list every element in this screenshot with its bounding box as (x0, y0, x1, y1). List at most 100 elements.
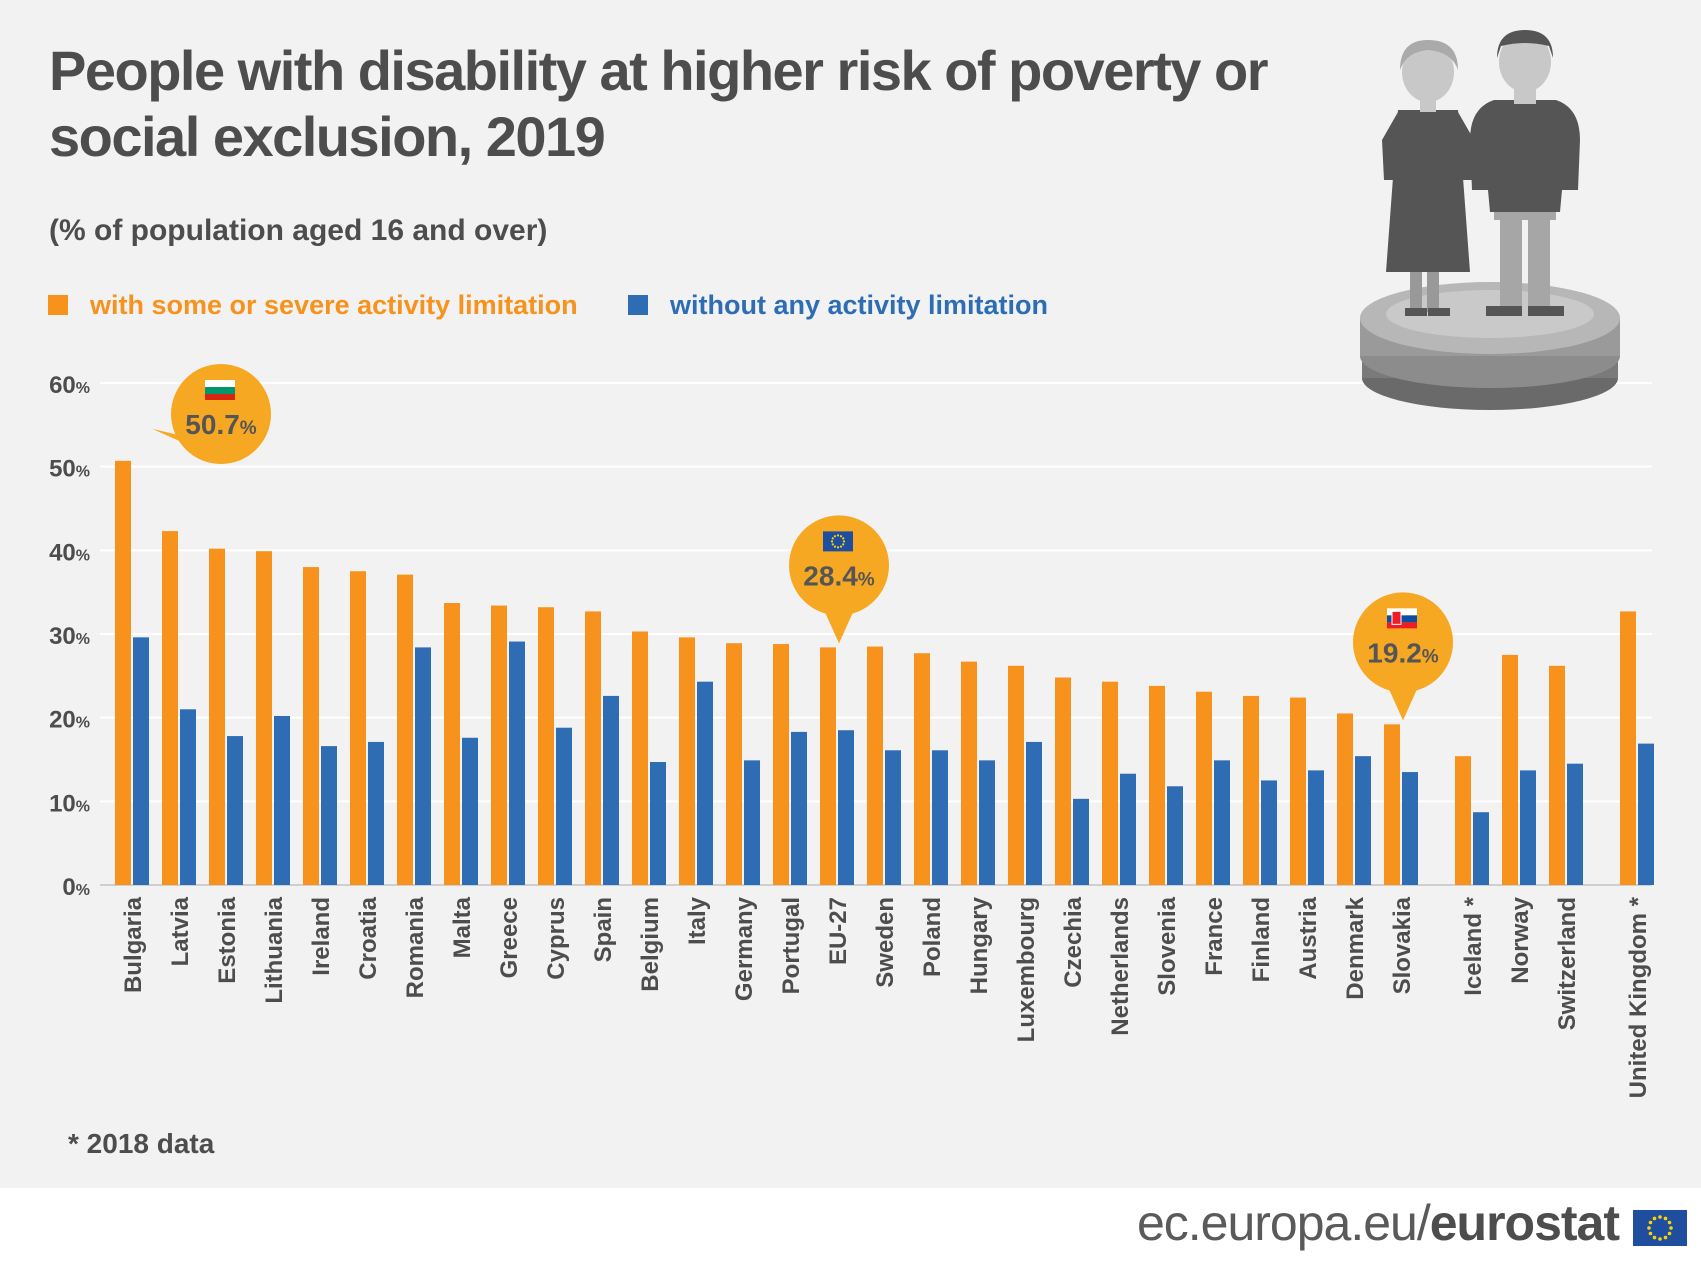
legend-item-with-limitation: with some or severe activity limitation (48, 290, 578, 321)
y-tick-label: 50% (49, 456, 90, 483)
legend-swatch-blue (628, 295, 648, 315)
bar-with-limitation (1549, 665, 1565, 885)
x-axis: Bulgaria Latvia Estonia Lithuania Ireland Cro… (120, 896, 1652, 1098)
bar-without-limitation (180, 709, 196, 885)
x-tick-label: Cyprus (543, 897, 570, 980)
bar-with-limitation (1290, 697, 1306, 885)
bar-without-limitation (979, 760, 995, 885)
x-tick-label: Romania (402, 896, 429, 998)
x-tick-label: Czechia (1060, 896, 1087, 987)
people-on-coins-illustration (1360, 30, 1620, 410)
x-tick-label: Bulgaria (120, 896, 147, 993)
bar-with-limitation (820, 647, 836, 885)
x-tick-label: Malta (449, 896, 476, 958)
x-tick-label: Spain (590, 897, 617, 962)
x-tick-label: Luxembourg (1013, 897, 1040, 1042)
y-tick-label: 30% (49, 623, 90, 650)
x-tick-label: Italy (684, 896, 711, 945)
bar-with-limitation (1008, 665, 1024, 885)
bar-with-limitation (350, 571, 366, 885)
bar-without-limitation (133, 637, 149, 885)
bar-without-limitation (1520, 770, 1536, 885)
y-tick-label: 40% (49, 539, 90, 566)
bar-without-limitation (1402, 772, 1418, 885)
y-tick-label: 60% (49, 372, 90, 399)
bar-with-limitation (632, 631, 648, 885)
bar-with-limitation (961, 661, 977, 885)
bar-with-limitation (914, 653, 930, 885)
bar-without-limitation (415, 647, 431, 885)
bar-with-limitation (491, 605, 507, 885)
callout-slovakia: 19.2% (1353, 592, 1453, 721)
bar-without-limitation (697, 681, 713, 885)
bar-with-limitation (397, 574, 413, 885)
bar-with-limitation (1243, 695, 1259, 885)
footer: ec.europa.eu/eurostat (0, 1188, 1701, 1270)
x-tick-label: Poland (919, 897, 946, 977)
bar-without-limitation (1214, 760, 1230, 885)
bar-without-limitation (1308, 770, 1324, 885)
callout-value: 50.7% (185, 409, 257, 440)
bar-without-limitation (1120, 773, 1136, 885)
bar-without-limitation (1567, 763, 1583, 885)
legend-swatch-orange (48, 295, 68, 315)
bar-with-limitation (726, 643, 742, 885)
bar-without-limitation (1473, 812, 1489, 885)
bar-without-limitation (885, 750, 901, 885)
chart-subtitle: (% of population aged 16 and over) (49, 214, 548, 247)
x-tick-label: Estonia (214, 896, 241, 983)
x-tick-label: Slovakia (1389, 896, 1416, 994)
x-tick-label: Latvia (167, 896, 194, 966)
bar-with-limitation (1502, 654, 1518, 885)
x-tick-label: Belgium (637, 897, 664, 992)
source-url: ec.europa.eu/eurostat (1137, 1194, 1620, 1252)
x-tick-label: Slovenia (1154, 896, 1181, 995)
eu-flag-icon (1633, 1210, 1687, 1246)
flag-eu-27-icon (823, 531, 853, 552)
x-tick-label: Hungary (966, 896, 993, 994)
x-tick-label: United Kingdom * (1625, 896, 1652, 1098)
bar-without-limitation (650, 762, 666, 885)
x-tick-label: Ireland (308, 897, 335, 976)
x-tick-label: Switzerland (1554, 897, 1581, 1030)
callout-value: 19.2% (1367, 637, 1439, 668)
x-tick-label: Austria (1295, 896, 1322, 979)
bar-with-limitation (303, 567, 319, 885)
bar-without-limitation (838, 730, 854, 885)
bar-with-limitation (1620, 611, 1636, 885)
bars (115, 460, 1654, 885)
bar-with-limitation (585, 611, 601, 885)
bar-without-limitation (744, 760, 760, 885)
source-brand: eurostat (1429, 1195, 1620, 1251)
bar-with-limitation (256, 551, 272, 885)
x-tick-label: Croatia (355, 896, 382, 979)
y-tick-label: 0% (62, 874, 90, 901)
bar-with-limitation (1455, 756, 1471, 885)
bar-without-limitation (368, 741, 384, 885)
bar-without-limitation (321, 746, 337, 885)
bar-without-limitation (1026, 741, 1042, 885)
bar-with-limitation (162, 531, 178, 885)
x-tick-label: France (1201, 897, 1228, 976)
bar-without-limitation (227, 736, 243, 885)
chart-title: People with disability at higher risk of… (49, 39, 1268, 168)
x-tick-label: Denmark (1342, 896, 1369, 999)
bar-without-limitation (603, 695, 619, 885)
bar-without-limitation (1073, 798, 1089, 885)
x-tick-label: Sweden (872, 897, 899, 988)
bar-with-limitation (538, 607, 554, 885)
callout-eu-27: 28.4% (789, 515, 889, 644)
bar-with-limitation (1149, 685, 1165, 885)
bar-with-limitation (679, 637, 695, 885)
x-tick-label: Portugal (778, 897, 805, 994)
y-tick-label: 20% (49, 707, 90, 734)
y-tick-label: 10% (49, 790, 90, 817)
flag-bulgaria-icon (205, 380, 235, 400)
legend-label-with-limitation: with some or severe activity limitation (90, 290, 578, 320)
x-tick-label: Iceland * (1460, 896, 1487, 995)
bar-with-limitation (1196, 691, 1212, 885)
x-tick-label: Lithuania (261, 896, 288, 1003)
footnote: * 2018 data (68, 1128, 215, 1159)
callout-value: 28.4% (803, 560, 875, 591)
